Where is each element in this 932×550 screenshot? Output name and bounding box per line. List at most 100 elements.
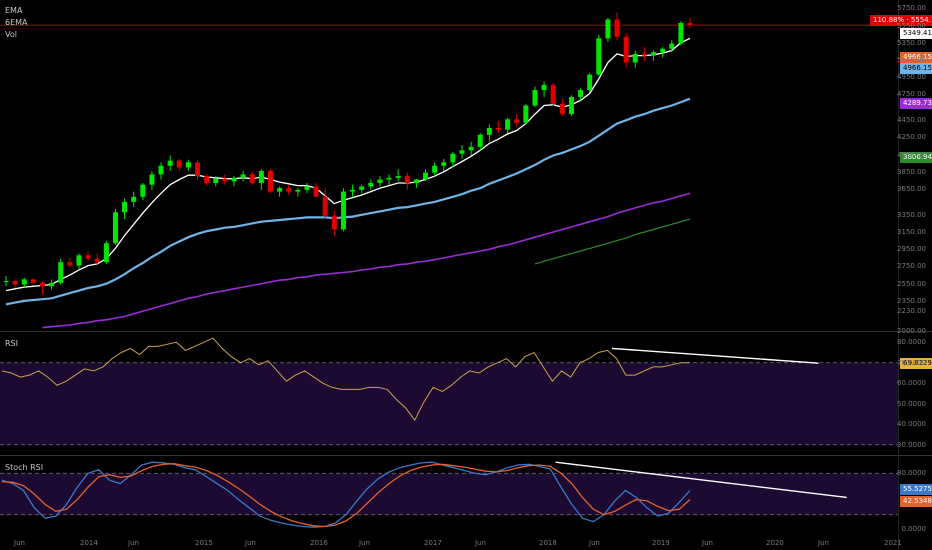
x-axis-tick: 2016 <box>310 539 328 547</box>
candle-body <box>350 189 356 192</box>
candle-body <box>532 90 538 106</box>
candle-body <box>277 188 283 192</box>
x-axis-tick: 2017 <box>424 539 442 547</box>
price-y-tick: 2550.00 <box>897 279 926 288</box>
candle-body <box>149 174 155 185</box>
candle-body <box>12 281 18 285</box>
candle-body <box>459 150 465 154</box>
candle-body <box>249 174 255 183</box>
candle-body <box>267 170 273 192</box>
candle-body <box>468 146 474 151</box>
ema-long-badge: 3606.94 <box>900 152 932 163</box>
price-y-tick: 5550.00 <box>897 21 926 30</box>
candle-body <box>313 186 319 197</box>
price-y-tick: 2750.00 <box>897 262 926 271</box>
rsi-y-tick: 80.0000 <box>897 338 926 347</box>
x-axis-tick: Jun <box>475 539 486 547</box>
price-y-tick: 5350.00 <box>897 38 926 47</box>
ema-mid-badge-a: 4966.15 <box>900 52 932 63</box>
price-y-tick: 2000.00 <box>897 327 926 335</box>
stoch-rsi-title: Stoch RSI <box>5 463 44 472</box>
candle-body <box>495 127 501 130</box>
price-y-tick: 4750.00 <box>897 90 926 99</box>
candle-body <box>578 90 584 97</box>
rsi-title: RSI <box>5 339 18 348</box>
candle-body <box>505 119 511 130</box>
stoch-d-badge: 42.5348 <box>900 496 932 507</box>
candle-body <box>605 19 611 39</box>
x-axis-tick: Jun <box>702 539 713 547</box>
candle-body <box>213 178 219 183</box>
price-y-tick: 3150.00 <box>897 228 926 237</box>
candle-body <box>514 119 520 123</box>
price-y-tick: 3850.00 <box>897 167 926 176</box>
rsi-y-tick: 70.0000 <box>897 358 926 367</box>
rsi-band <box>0 362 898 445</box>
candle-body <box>641 53 647 56</box>
stoch-band <box>0 473 898 515</box>
candle-body <box>39 282 45 287</box>
price-y-tick: 4950.00 <box>897 73 926 82</box>
stoch-y-tick: 0.0000 <box>901 524 927 533</box>
ema-slow-badge: 4289.73 <box>900 98 932 109</box>
candle-body <box>550 84 556 104</box>
candle-body <box>140 184 146 197</box>
candle-body <box>614 19 620 37</box>
candle-body <box>660 48 666 53</box>
candle-body <box>222 178 228 182</box>
candle-body <box>377 179 383 183</box>
rsi-value-badge: 69.8229 <box>900 358 932 369</box>
x-axis-tick: 2020 <box>766 539 784 547</box>
rsi-line <box>1 337 690 422</box>
rsi-y-tick: 40.0000 <box>897 420 926 429</box>
price-y-tick: 3350.00 <box>897 210 926 219</box>
candle-body <box>359 186 365 190</box>
candle-body <box>368 182 374 187</box>
candle-body <box>678 22 684 44</box>
candle-body <box>204 176 210 183</box>
candle-body <box>477 134 483 147</box>
candle-body <box>122 201 128 213</box>
candle-body <box>340 191 346 230</box>
candle-body <box>21 279 27 285</box>
x-axis-tick: Jun <box>14 539 25 547</box>
stoch-trendline <box>555 461 847 499</box>
candle-body <box>131 196 137 202</box>
candle-body <box>331 215 337 230</box>
stoch-d-line <box>1 462 691 528</box>
candle-body <box>3 281 9 283</box>
candle-body <box>559 103 565 115</box>
stoch-y-tick: 80.0000 <box>897 469 926 478</box>
candle-body <box>386 177 392 180</box>
rsi-y-tick: 30.0000 <box>897 440 926 449</box>
x-axis-tick: 2019 <box>652 539 670 547</box>
legend-ema: EMA <box>5 6 23 15</box>
candle-body <box>632 53 638 63</box>
price-y-tick: 2950.00 <box>897 245 926 254</box>
candle-body <box>651 52 657 56</box>
x-axis-tick: Jun <box>245 539 256 547</box>
candle-body <box>167 160 173 166</box>
price-y-tick: 5750.00 <box>897 4 926 13</box>
legend-6ema: 6EMA <box>5 18 28 27</box>
x-axis-tick: 2014 <box>80 539 98 547</box>
x-axis-tick: Jun <box>818 539 829 547</box>
price-y-tick: 5150.00 <box>897 55 926 64</box>
x-axis-tick: Jun <box>128 539 139 547</box>
candle-body <box>231 177 237 182</box>
candle-body <box>94 258 100 263</box>
ema-slow-line <box>42 192 691 329</box>
candle-body <box>304 186 310 190</box>
price-y-tick: 3650.00 <box>897 185 926 193</box>
candle-body <box>195 162 201 177</box>
x-axis-tick: 2021 <box>884 539 902 547</box>
candle-body <box>85 255 91 259</box>
candle-body <box>669 43 675 49</box>
candle-body <box>76 255 82 266</box>
candle-body <box>286 188 292 192</box>
candle-body <box>158 165 164 175</box>
candle-body <box>185 162 191 168</box>
candle-body <box>432 165 438 173</box>
current-price-badge: 110.88% · 5554.10 <box>870 15 932 26</box>
